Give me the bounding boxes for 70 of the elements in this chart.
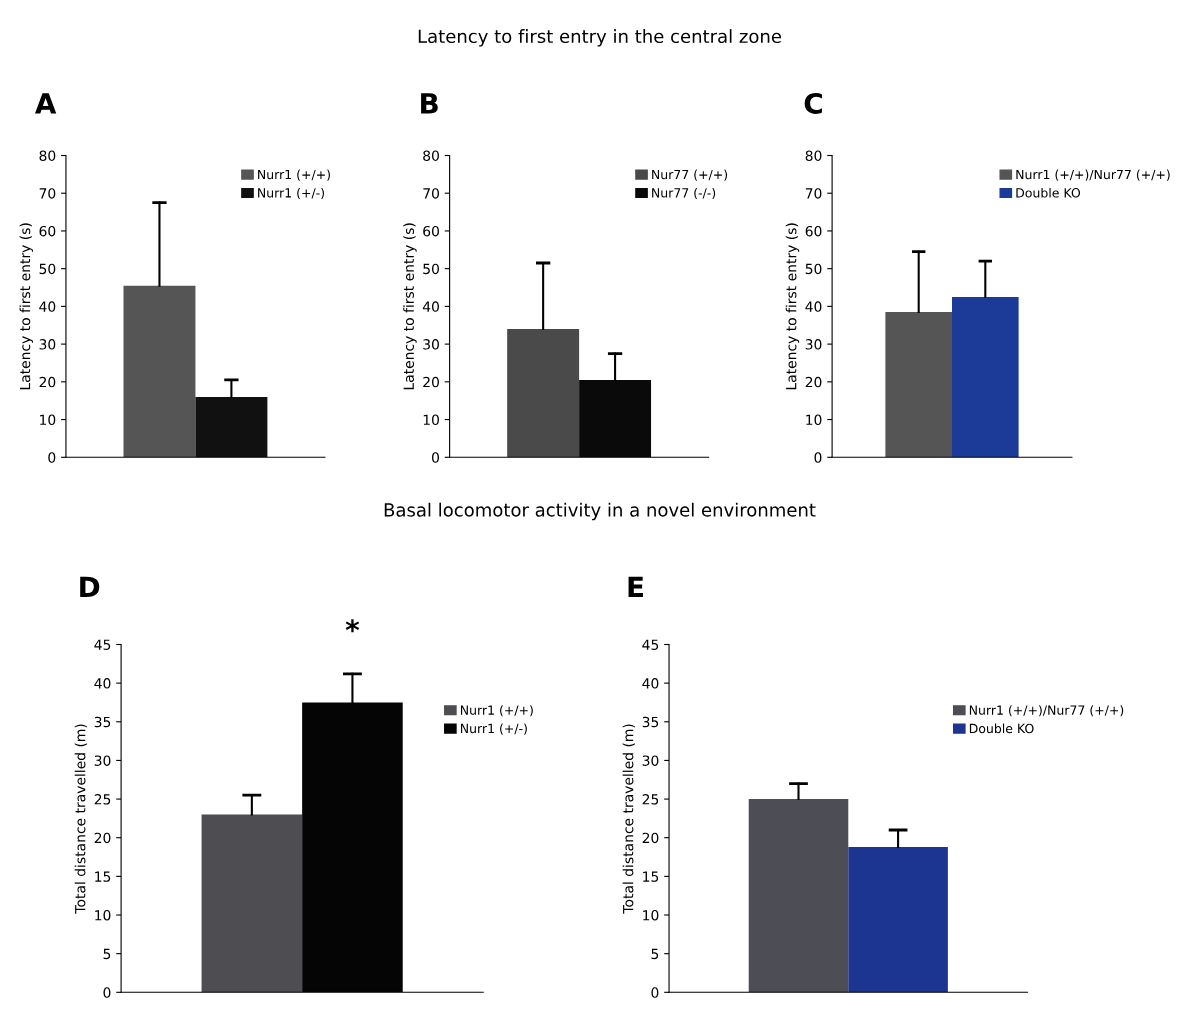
y-tick-label: 40: [94, 678, 111, 689]
y-tick-label: 20: [39, 376, 56, 388]
y-tick-label: 80: [805, 150, 822, 161]
y-tick-label: 10: [643, 909, 659, 921]
y-tick-label: 35: [642, 716, 659, 728]
y-tick-label: 45: [94, 639, 111, 650]
y-tick-label: 20: [94, 832, 111, 844]
y-axis-title: Latency to first entry (s): [785, 223, 800, 390]
chart-title: B: [421, 93, 438, 114]
legend-label: Nurr1 (+/+): [258, 169, 330, 181]
legend-label: Nurr1 (+/-): [460, 723, 527, 735]
y-tick-label: 60: [805, 225, 822, 237]
y-tick-label: 10: [95, 909, 111, 921]
chart-title: E: [628, 576, 643, 597]
y-tick-label: 50: [805, 263, 822, 275]
y-tick-label: 20: [642, 832, 659, 844]
y-tick-label: 25: [642, 794, 659, 805]
y-tick-label: 30: [423, 339, 439, 350]
y-tick-label: 80: [423, 150, 439, 161]
legend-label: Nurr1 (+/+)/Nur77 (+/+): [1016, 169, 1170, 181]
y-tick-label: 25: [94, 794, 111, 805]
y-axis-title: Total distance travelled (m): [622, 724, 636, 914]
y-tick-label: 0: [103, 987, 111, 998]
y-tick-label: 70: [423, 188, 439, 199]
text: *: [345, 619, 360, 633]
chart-title: D: [80, 576, 100, 597]
y-axis-title: Latency to first entry (s): [403, 223, 417, 390]
y-tick-label: 30: [94, 755, 111, 766]
y-axis-title: Total distance travelled (m): [74, 724, 88, 914]
y-tick-label: 15: [95, 871, 111, 882]
y-tick-label: 0: [814, 452, 822, 463]
text: Basal locomotor activity in a novel environment: [384, 502, 816, 521]
y-tick-label: 20: [805, 376, 822, 388]
y-tick-label: 40: [39, 301, 56, 312]
legend-label: Nurr1 (+/+)/Nur77 (+/+): [969, 705, 1124, 717]
y-tick-label: 5: [103, 948, 111, 960]
y-tick-label: 40: [805, 301, 822, 312]
y-tick-label: 40: [642, 678, 659, 689]
y-tick-label: 0: [431, 452, 439, 463]
y-tick-label: 30: [805, 339, 822, 350]
y-tick-label: 10: [423, 414, 439, 426]
y-tick-label: 50: [423, 263, 439, 275]
y-tick-label: 30: [642, 755, 659, 766]
y-tick-label: 60: [423, 225, 439, 237]
y-tick-label: 70: [39, 188, 56, 199]
y-tick-label: 70: [805, 188, 822, 199]
y-tick-label: 35: [94, 716, 111, 728]
legend-label: Nurr1 (+/-): [258, 187, 325, 200]
y-tick-label: 20: [423, 376, 439, 388]
y-tick-label: 45: [642, 639, 659, 650]
legend-label: Double KO: [1016, 187, 1081, 198]
legend-label: Nur77 (+/+): [652, 169, 728, 181]
legend-label: Nur77 (-/-): [652, 187, 716, 200]
y-tick-label: 30: [39, 339, 56, 350]
y-tick-label: 60: [39, 225, 56, 237]
y-tick-label: 10: [40, 414, 56, 426]
y-tick-label: 40: [422, 301, 439, 312]
text: Latency to first entry in the central zone: [418, 29, 781, 47]
y-tick-label: 50: [39, 263, 56, 275]
y-tick-label: 80: [39, 150, 56, 161]
chart-title: A: [35, 93, 57, 114]
chart-title: C: [804, 92, 822, 114]
y-tick-label: 0: [48, 452, 56, 463]
legend-label: Nurr1 (+/+): [460, 705, 533, 717]
y-tick-label: 0: [651, 987, 659, 998]
y-tick-label: 5: [651, 948, 659, 960]
y-tick-label: 10: [806, 414, 822, 426]
y-axis-title: Latency to first entry (s): [19, 223, 33, 390]
legend-label: Double KO: [969, 723, 1034, 734]
y-tick-label: 15: [643, 871, 659, 882]
